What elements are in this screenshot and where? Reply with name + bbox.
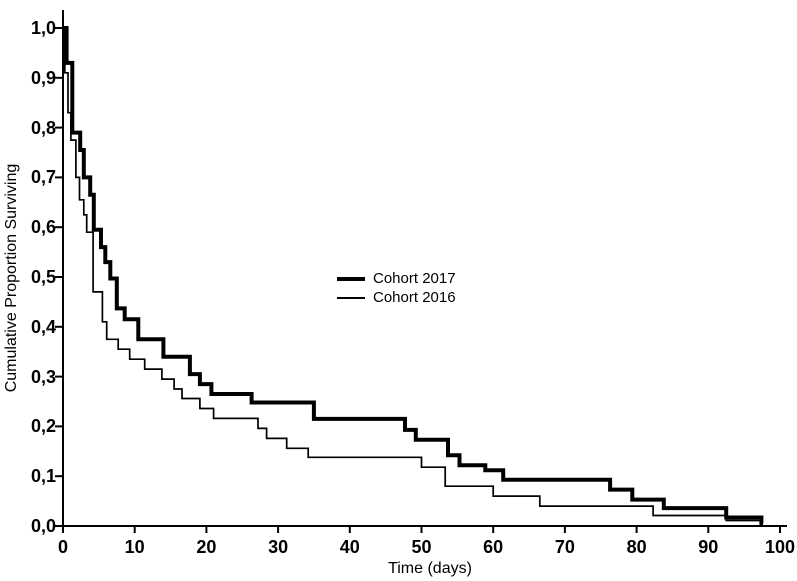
y-tick-label: 0,3	[30, 366, 56, 387]
legend-item-cohort-2016: Cohort 2016	[337, 288, 456, 307]
series-path-cohort-2016	[63, 27, 763, 526]
x-tick-label: 0	[57, 537, 68, 557]
y-tick-label: 0,8	[30, 117, 56, 138]
thin-line-swatch-icon	[337, 296, 365, 299]
thick-line-swatch-icon	[337, 276, 365, 281]
x-tick-label: 20	[196, 537, 217, 557]
x-tick-label: 80	[626, 537, 647, 557]
x-axis-title: Time (days)	[388, 560, 472, 577]
x-tick-label: 70	[554, 537, 575, 557]
x-tick-label: 40	[339, 537, 360, 557]
legend-item-cohort-2017: Cohort 2017	[337, 269, 456, 288]
y-tick-label: 0,2	[30, 416, 56, 437]
y-tick-label: 0,5	[30, 267, 56, 287]
y-tick-label: 0,1	[30, 466, 56, 487]
legend-label: Cohort 2016	[373, 289, 456, 306]
y-tick-label: 0,0	[30, 516, 56, 536]
x-tick-label: 100	[764, 537, 796, 557]
series-path-cohort-2017	[63, 26, 764, 526]
y-tick-label: 0,9	[30, 67, 56, 88]
x-tick-label: 10	[124, 537, 145, 557]
y-tick-label: 1,0	[30, 18, 56, 38]
y-tick-label: 0,7	[30, 167, 56, 188]
legend: Cohort 2017 Cohort 2016	[337, 269, 456, 307]
x-tick-label: 50	[411, 537, 432, 557]
legend-label: Cohort 2017	[373, 270, 456, 287]
x-tick-label: 30	[268, 537, 289, 557]
y-tick-label: 0,6	[30, 217, 56, 238]
x-tick-label: 60	[483, 537, 504, 557]
y-tick-label: 0,4	[30, 316, 56, 337]
x-tick-label: 90	[698, 537, 719, 557]
